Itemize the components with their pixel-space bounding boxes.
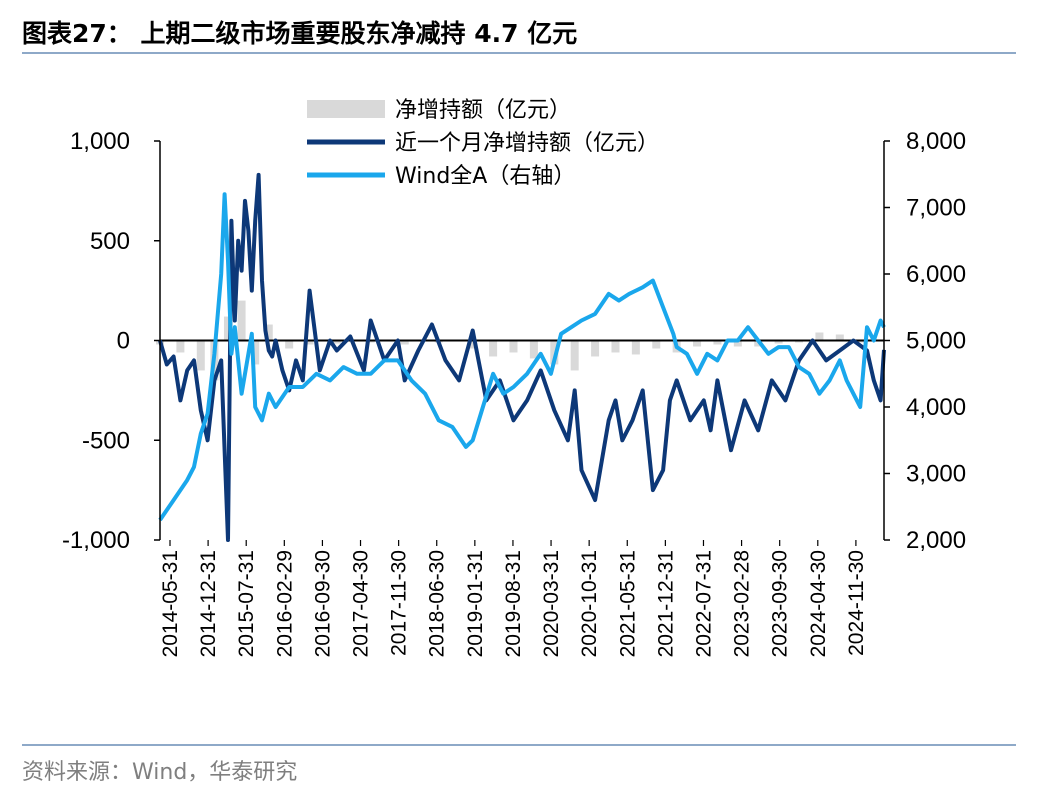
bar <box>611 340 620 353</box>
bar <box>815 332 824 341</box>
x-tick-label: 2024-04-30 <box>807 550 830 657</box>
bar <box>468 340 477 349</box>
x-tick-label: 2018-06-30 <box>426 550 449 657</box>
bar <box>774 340 783 344</box>
bar <box>509 340 518 353</box>
x-tick-label: 2023-09-30 <box>769 550 792 657</box>
index-line <box>158 192 886 522</box>
x-tick-label: 2021-12-31 <box>654 550 677 657</box>
title-divider <box>22 52 1016 54</box>
x-tick-label: 2019-08-31 <box>502 550 525 657</box>
bar <box>713 340 722 345</box>
bar <box>489 340 498 357</box>
x-tick-label: 2017-11-30 <box>388 550 411 656</box>
bar <box>733 340 742 347</box>
right-tick-label: 6,000 <box>906 261 966 288</box>
x-tick-label: 2023-02-28 <box>731 550 754 657</box>
bar <box>237 300 246 341</box>
x-tick-label: 2020-03-31 <box>540 550 563 657</box>
bar <box>285 340 294 349</box>
x-tick-label: 2014-12-31 <box>197 550 220 657</box>
right-tick-label: 2,000 <box>906 527 966 554</box>
left-tick-label: 0 <box>117 328 130 355</box>
x-tick-label: 2019-01-31 <box>464 550 487 657</box>
bar <box>835 334 844 341</box>
source-divider <box>22 744 1016 746</box>
left-tick-label: -1,000 <box>62 527 130 554</box>
bar <box>529 340 538 359</box>
bar <box>251 340 260 365</box>
bar <box>223 316 232 341</box>
right-tick-label: 7,000 <box>906 195 966 222</box>
right-tick-label: 3,000 <box>906 461 966 488</box>
left-tick-label: 1,000 <box>70 128 130 155</box>
legend-swatch-bar <box>307 100 385 118</box>
bar <box>570 340 579 371</box>
bar <box>591 340 600 357</box>
x-tick-label: 2015-07-31 <box>235 550 258 657</box>
x-tick-label: 2021-05-31 <box>616 550 639 657</box>
bar <box>264 324 273 341</box>
bar <box>196 340 205 371</box>
legend: 净增持额（亿元） 近一个月净增持额（亿元） Wind全A（右轴） <box>307 98 659 189</box>
bar <box>652 340 661 349</box>
bar <box>400 340 409 345</box>
left-tick-label: -500 <box>82 427 130 454</box>
bar <box>176 340 185 353</box>
x-tick-label: 2022-07-31 <box>692 550 715 657</box>
x-tick-label: 2016-09-30 <box>311 550 334 657</box>
x-tick-label: 2017-04-30 <box>350 550 373 657</box>
source-note: 资料来源：Wind，华泰研究 <box>22 760 298 785</box>
bar <box>693 340 702 347</box>
right-tick-label: 5,000 <box>906 328 966 355</box>
monthly-line <box>158 172 886 542</box>
right-tick-label: 8,000 <box>906 128 966 155</box>
bar <box>305 340 314 345</box>
chart-title: 图表27： 上期二级市场重要股东净减持 4.7 亿元 <box>22 19 578 48</box>
x-tick-label: 2024-11-30 <box>845 550 868 656</box>
x-tick-label: 2014-05-31 <box>159 550 182 657</box>
x-tick-label: 2020-10-31 <box>578 550 601 657</box>
bar <box>631 340 640 355</box>
bar <box>332 340 341 344</box>
x-tick-label: 2016-02-29 <box>273 550 296 657</box>
legend-label: 近一个月净增持额（亿元） <box>395 131 659 156</box>
left-tick-label: 500 <box>90 228 130 255</box>
right-tick-label: 4,000 <box>906 394 966 421</box>
legend-label: Wind全A（右轴） <box>395 164 575 189</box>
legend-label: 净增持额（亿元） <box>395 98 571 123</box>
